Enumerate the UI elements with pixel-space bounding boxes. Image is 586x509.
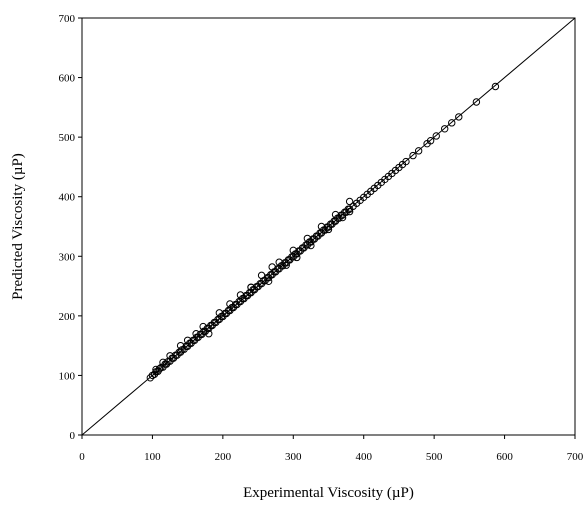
data-point: [293, 253, 301, 262]
data-point: [205, 330, 213, 338]
data-point: [268, 263, 276, 271]
reference-line-y-equals-x: [81, 17, 576, 436]
y-tick-label: 0: [70, 430, 76, 442]
data-point: [345, 197, 354, 206]
y-tick-label: 300: [59, 251, 76, 263]
y-tick-label: 500: [59, 132, 76, 144]
data-point: [155, 365, 164, 373]
data-point: [441, 125, 449, 133]
y-tick-label: 200: [59, 311, 76, 323]
x-tick-label: 700: [567, 451, 584, 463]
data-point: [472, 98, 481, 106]
x-tick-label: 100: [144, 451, 161, 463]
data-point: [491, 82, 500, 91]
data-point: [317, 222, 326, 231]
data-point: [226, 300, 234, 308]
data-point: [236, 291, 245, 299]
data-point: [455, 113, 463, 121]
data-point: [257, 271, 266, 280]
x-tick-label: 0: [79, 451, 85, 463]
data-point: [192, 330, 200, 338]
data-point: [199, 322, 207, 331]
data-point: [414, 147, 423, 155]
data-point: [215, 309, 224, 317]
x-tick-label: 500: [426, 451, 443, 463]
data-point: [307, 241, 315, 250]
y-tick-label: 100: [59, 370, 76, 382]
data-point: [331, 210, 340, 219]
data-point: [176, 341, 185, 350]
data-point: [275, 258, 283, 266]
data-points: [146, 82, 500, 382]
data-point: [448, 119, 456, 127]
data-point: [409, 151, 417, 160]
x-axis-ticks: 0 100 200 300 400 500 600 700: [79, 435, 584, 463]
data-point: [159, 358, 167, 367]
data-point: [303, 234, 312, 243]
data-point: [264, 277, 273, 286]
data-point: [247, 283, 255, 291]
y-tick-label: 700: [59, 13, 76, 25]
data-point: [426, 137, 435, 145]
y-tick-label: 400: [59, 192, 76, 204]
x-tick-label: 600: [496, 451, 513, 463]
data-point: [166, 352, 174, 360]
plot-area-frame: [81, 17, 576, 436]
data-point: [289, 246, 297, 255]
x-tick-label: 200: [215, 451, 232, 463]
x-tick-label: 300: [285, 451, 302, 463]
data-point: [183, 336, 192, 344]
data-point: [432, 132, 440, 140]
y-axis-ticks: 0 100 200 300 400 500 600 700: [59, 13, 82, 442]
x-axis-title: Experimental Viscosity (µP): [243, 485, 414, 501]
y-axis-title: Predicted Viscosity (µP): [10, 153, 26, 300]
data-point: [402, 157, 410, 166]
y-tick-label: 600: [59, 73, 76, 85]
x-tick-label: 400: [355, 451, 372, 463]
data-point: [146, 374, 155, 382]
